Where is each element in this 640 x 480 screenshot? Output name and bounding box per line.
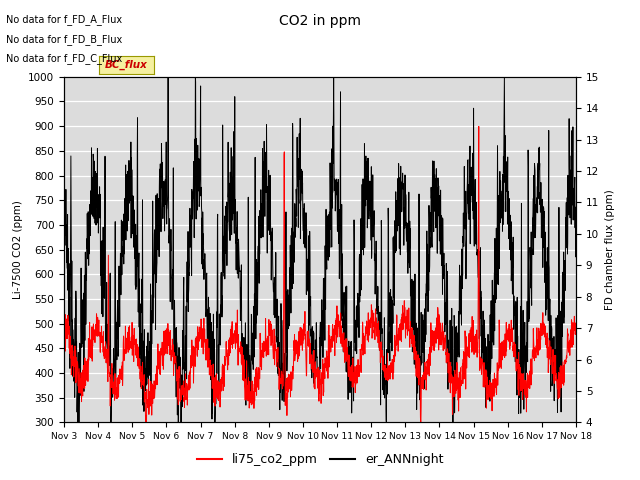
Text: No data for f_FD_C_Flux: No data for f_FD_C_Flux: [6, 53, 123, 64]
Y-axis label: FD chamber flux (ppm): FD chamber flux (ppm): [605, 189, 614, 310]
Legend: li75_co2_ppm, er_ANNnight: li75_co2_ppm, er_ANNnight: [191, 448, 449, 471]
Text: No data for f_FD_B_Flux: No data for f_FD_B_Flux: [6, 34, 123, 45]
Y-axis label: Li-7500 CO2 (ppm): Li-7500 CO2 (ppm): [13, 200, 22, 299]
Text: BC_flux: BC_flux: [105, 60, 148, 71]
Text: CO2 in ppm: CO2 in ppm: [279, 14, 361, 28]
Text: No data for f_FD_A_Flux: No data for f_FD_A_Flux: [6, 14, 122, 25]
